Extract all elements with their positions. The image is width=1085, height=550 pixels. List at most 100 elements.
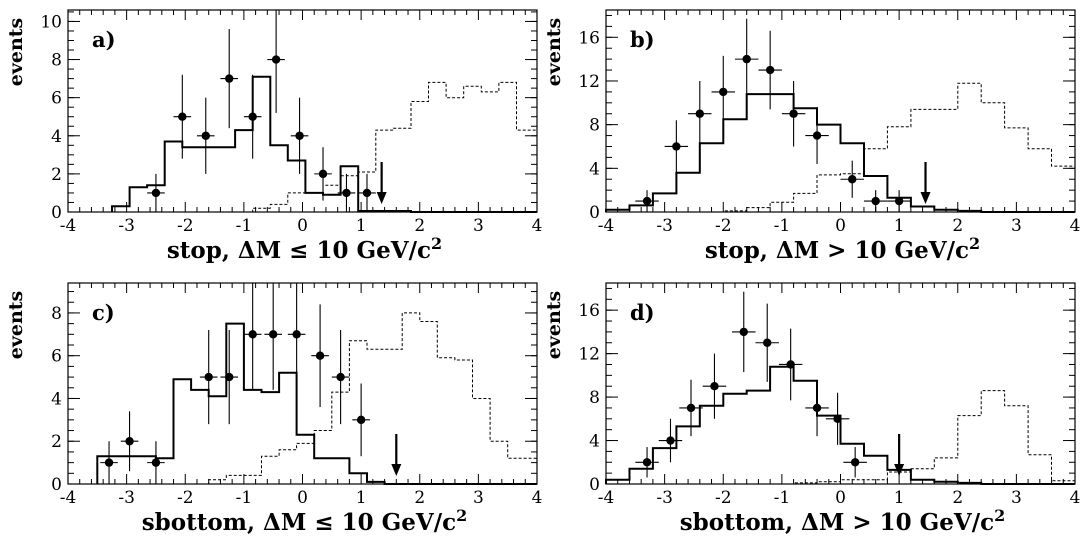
x-tick-label: -3 — [118, 216, 135, 236]
data-point — [742, 54, 751, 64]
x-axis-label: sbottom, ΔM ≤ 10 GeV/c2 — [142, 506, 468, 536]
data-point — [642, 458, 652, 467]
data-point — [763, 338, 772, 347]
x-tick-label: -1 — [774, 488, 791, 508]
cut-arrow-head — [391, 464, 402, 476]
data-point — [315, 351, 325, 360]
x-tick-label: -1 — [236, 488, 253, 508]
x-axis-label-superscript: 2 — [456, 506, 467, 525]
cut-arrow-head — [894, 464, 905, 476]
x-tick-label: 0 — [835, 488, 846, 508]
data-point — [225, 74, 234, 83]
data-point — [268, 330, 278, 339]
data-point — [356, 415, 366, 425]
x-tick-label: -1 — [236, 216, 253, 236]
x-tick-label: 2 — [414, 488, 425, 508]
data-point — [642, 196, 652, 206]
x-tick-label: 4 — [532, 488, 543, 508]
data-point — [833, 414, 842, 424]
y-tick-label: 6 — [51, 89, 62, 109]
y-tick-label: 10 — [40, 12, 62, 32]
data-point — [871, 196, 880, 206]
x-tick-label: 3 — [1011, 488, 1022, 508]
data-point — [336, 372, 345, 382]
data-point — [151, 458, 161, 467]
mc-background-histogram — [111, 75, 537, 213]
y-tick-label: 2 — [51, 165, 62, 185]
y-tick-label: 0 — [589, 203, 600, 223]
panel-label: a) — [92, 27, 116, 52]
data-point — [292, 330, 301, 339]
data-point — [151, 188, 161, 198]
x-axis-label-text: stop, ΔM > 10 GeV/c — [705, 237, 969, 264]
signal-histogram — [112, 81, 538, 213]
x-tick-label: -3 — [656, 488, 673, 508]
y-tick-label: 12 — [578, 72, 600, 92]
y-tick-label: 8 — [51, 304, 62, 324]
x-axis-label-text: sbottom, ΔM > 10 GeV/c — [680, 509, 994, 536]
y-tick-label: 16 — [578, 301, 600, 321]
data-point — [812, 403, 822, 413]
data-point — [686, 403, 696, 413]
x-axis-label-superscript: 2 — [994, 506, 1005, 525]
y-tick-label: 8 — [51, 51, 62, 71]
data-point — [739, 327, 748, 337]
x-tick-label: 1 — [356, 216, 367, 236]
plot-frame — [605, 282, 1076, 485]
y-tick-label: 8 — [589, 116, 600, 136]
y-axis-label: events — [543, 291, 565, 360]
x-axis-label-superscript: 2 — [431, 234, 442, 253]
data-point — [342, 188, 351, 198]
x-axis-label-text: sbottom, ΔM ≤ 10 GeV/c — [142, 509, 456, 536]
x-tick-label: -4 — [60, 216, 77, 236]
x-tick-label: -3 — [656, 216, 673, 236]
y-tick-label: 0 — [51, 475, 62, 495]
y-tick-label: 16 — [578, 28, 600, 48]
signal-histogram — [606, 390, 1076, 485]
x-axis-label: stop, ΔM ≤ 10 GeV/c2 — [167, 234, 442, 264]
data-point — [786, 360, 795, 369]
data-point — [248, 112, 257, 121]
x-tick-label: 3 — [1011, 216, 1022, 236]
x-axis-label: stop, ΔM > 10 GeV/c2 — [705, 234, 980, 264]
data-point — [104, 458, 114, 467]
data-point — [362, 188, 372, 198]
data-point — [894, 196, 904, 206]
x-tick-label: -4 — [60, 488, 77, 508]
data-point — [710, 382, 719, 391]
x-tick-label: 1 — [356, 488, 367, 508]
data-point — [848, 175, 857, 184]
plot-frame — [67, 9, 538, 213]
x-axis-label-text: stop, ΔM ≤ 10 GeV/c — [167, 237, 431, 264]
mc-background-histogram — [96, 322, 537, 485]
x-tick-label: 1 — [894, 216, 905, 236]
y-axis-label: events — [543, 18, 565, 87]
data-point — [201, 131, 210, 140]
x-tick-label: 0 — [297, 488, 308, 508]
data-point — [666, 436, 675, 445]
x-tick-label: -2 — [715, 488, 732, 508]
x-tick-label: -4 — [598, 216, 615, 236]
y-tick-label: 4 — [589, 432, 600, 452]
data-point — [204, 372, 213, 382]
panel-label: b) — [630, 27, 655, 52]
data-point — [125, 437, 134, 446]
x-tick-label: -4 — [598, 488, 615, 508]
panel-a: -4 -3 -2 -1 0 1 2 3 4 0 2 4 6 8 10 a) events stop, ΔM ≤ 1… — [5, 9, 542, 264]
plot-frame — [67, 282, 538, 485]
data-point — [719, 87, 728, 97]
cut-arrow-head — [376, 192, 387, 204]
x-tick-label: 2 — [414, 216, 425, 236]
y-tick-label: 4 — [51, 389, 62, 409]
data-point — [178, 112, 187, 121]
x-axis-label-superscript: 2 — [969, 234, 980, 253]
x-tick-label: 4 — [1070, 216, 1081, 236]
x-tick-label: 1 — [894, 488, 905, 508]
x-axis-label: sbottom, ΔM > 10 GeV/c2 — [680, 506, 1006, 536]
data-point — [672, 142, 681, 151]
mc-background-histogram — [605, 365, 1075, 485]
y-tick-label: 2 — [51, 432, 62, 452]
